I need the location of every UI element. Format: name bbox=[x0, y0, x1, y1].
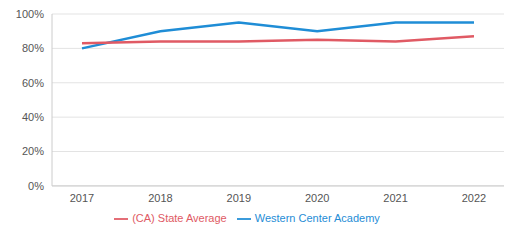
svg-text:2019: 2019 bbox=[227, 192, 251, 204]
html-text:Western Center Academy: Western Center Academy bbox=[254, 211, 380, 224]
svg-text:80%: 80% bbox=[22, 42, 44, 54]
svg-text:20%: 20% bbox=[22, 145, 44, 157]
html-text:(CA) State Average: (CA) State Average bbox=[132, 211, 227, 224]
svg-text:2022: 2022 bbox=[462, 192, 486, 204]
svg-text:2021: 2021 bbox=[383, 192, 407, 204]
svg-text:0%: 0% bbox=[28, 180, 44, 192]
svg-text:60%: 60% bbox=[22, 77, 44, 89]
svg-text:2020: 2020 bbox=[305, 192, 329, 204]
svg-text:2017: 2017 bbox=[70, 192, 94, 204]
svg-text:40%: 40% bbox=[22, 111, 44, 123]
svg-text:2018: 2018 bbox=[148, 192, 172, 204]
svg-text:100%: 100% bbox=[16, 8, 44, 20]
